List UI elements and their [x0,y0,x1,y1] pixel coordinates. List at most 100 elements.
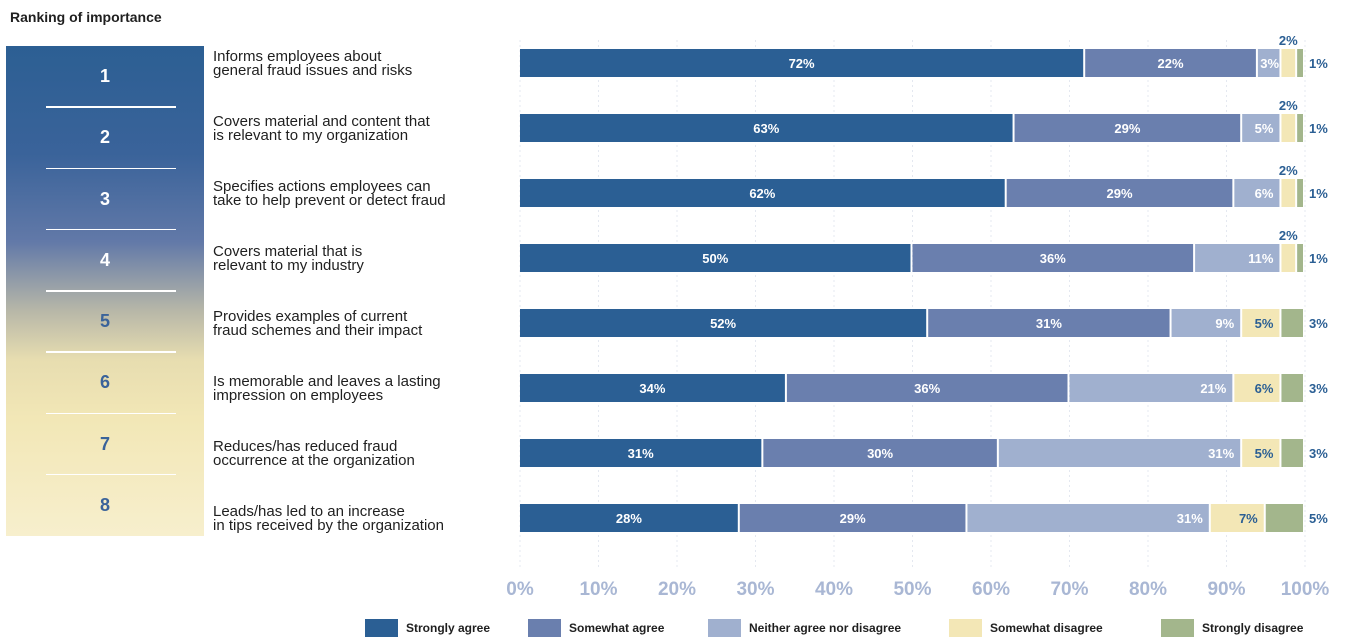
x-tick-label: 20% [658,579,696,600]
ranking-panel: 1 2 3 4 5 6 7 8 [6,46,204,536]
bar-segment [520,179,1005,207]
data-label: 29% [840,511,866,526]
bar-segment [928,309,1170,337]
row-label: Provides examples of current fraud scheme… [213,309,513,339]
data-label: 31% [1036,316,1062,331]
bar-segment [1242,309,1280,337]
row-label-line: in tips received by the organization [213,517,444,534]
row-label: Covers material and content that is relev… [213,113,513,143]
x-tick-label: 50% [893,579,931,600]
bar-segment [786,374,1068,402]
bar-segment [763,439,997,467]
rank-number: 7 [99,433,110,454]
chart-title: Ranking of importance [10,9,162,25]
data-label: 3% [1309,381,1328,396]
bar-segment [520,244,911,272]
legend-swatch [708,619,741,637]
x-tick-label: 80% [1129,579,1167,600]
row-label-line: general fraud issues and risks [213,62,413,79]
bar-segment [1297,244,1303,272]
data-label: 3% [1309,446,1328,461]
x-tick-label: 10% [579,579,617,600]
bar-segment [520,504,738,532]
rank-number: 5 [99,311,110,332]
data-label: 36% [914,381,940,396]
data-label: 5% [1255,446,1274,461]
x-tick-label: 60% [972,579,1010,600]
row-label-line: occurrence at the organization [213,452,415,469]
row-label-line: relevant to my industry [213,257,364,274]
x-tick-label: 100% [1281,579,1330,600]
data-label: 5% [1255,316,1274,331]
bar-segment [1242,439,1280,467]
row-label-line: take to help prevent or detect fraud [213,192,446,209]
legend-label: Strongly disagree [1202,621,1304,635]
data-label: 3% [1309,316,1328,331]
bar-segment [998,439,1241,467]
chart-legend: Strongly agree Somewhat agree Neither agre… [0,619,1355,639]
data-label: 28% [616,511,642,526]
data-label: 2% [1279,163,1298,178]
rank-divider [46,412,176,414]
x-tick-label: 0% [506,579,534,600]
bar-segment [1014,114,1241,142]
row-label: Leads/has led to an increase in tips rece… [213,504,513,534]
data-label: 72% [789,56,815,71]
row-label-line: Covers material that is [213,243,363,260]
data-label: 1% [1309,56,1328,71]
bar-segment [967,504,1209,532]
bar-segment [1281,179,1296,207]
bar-segment [1006,179,1233,207]
bar-segment [1210,504,1264,532]
x-tick-label: 90% [1207,579,1245,600]
row-label-line: Is memorable and leaves a lasting [213,373,441,390]
bar-segment [912,244,1194,272]
data-label: 5% [1255,121,1274,136]
row-label: Reduces/has reduced fraud occurrence at t… [213,439,513,469]
bar-segment [1281,244,1296,272]
legend-swatch [949,619,982,637]
x-tick-label: 30% [736,579,774,600]
data-label: 29% [1107,186,1133,201]
bar-segment [1265,504,1303,532]
data-label: 21% [1200,381,1226,396]
row-label-line: Informs employees about [213,48,382,65]
x-tick-label: 40% [815,579,853,600]
legend-item: Strongly agree [365,619,490,637]
rank-divider [46,473,176,476]
data-label: 1% [1309,121,1328,136]
data-label: 31% [1177,511,1203,526]
row-label: Informs employees about general fraud iss… [213,48,513,79]
legend-item: Somewhat disagree [949,619,1103,637]
row-label-line: Specifies actions employees can [213,178,431,195]
data-label: 29% [1114,121,1140,136]
rank-number: 8 [99,494,110,515]
bar-segment [1297,49,1303,77]
bar-segment [1281,114,1296,142]
data-label: 6% [1255,186,1274,201]
data-label: 3% [1260,56,1279,71]
rank-divider [46,167,176,169]
data-label: 62% [749,186,775,201]
legend-swatch [1161,619,1194,637]
bar-segment [520,114,1013,142]
legend-item: Strongly disagree [1161,619,1303,637]
bar-segment [1069,374,1233,402]
data-label: 52% [710,316,736,331]
rank-divider [46,290,176,292]
data-label: 7% [1239,511,1258,526]
data-label: 50% [702,251,728,266]
bar-segment [520,49,1084,77]
bar-segment [520,309,927,337]
bar-segment [1195,244,1280,272]
data-label: 31% [628,446,654,461]
data-label: 2% [1279,228,1298,243]
bar-segment [1234,179,1280,207]
row-label-line: fraud schemes and their impact [213,322,423,339]
legend-swatch [365,619,398,637]
data-label: 6% [1255,381,1274,396]
bar-segment [1281,49,1296,77]
bar-segment [1257,49,1280,77]
data-label: 9% [1215,316,1234,331]
row-label-line: Covers material and content that [213,113,430,130]
